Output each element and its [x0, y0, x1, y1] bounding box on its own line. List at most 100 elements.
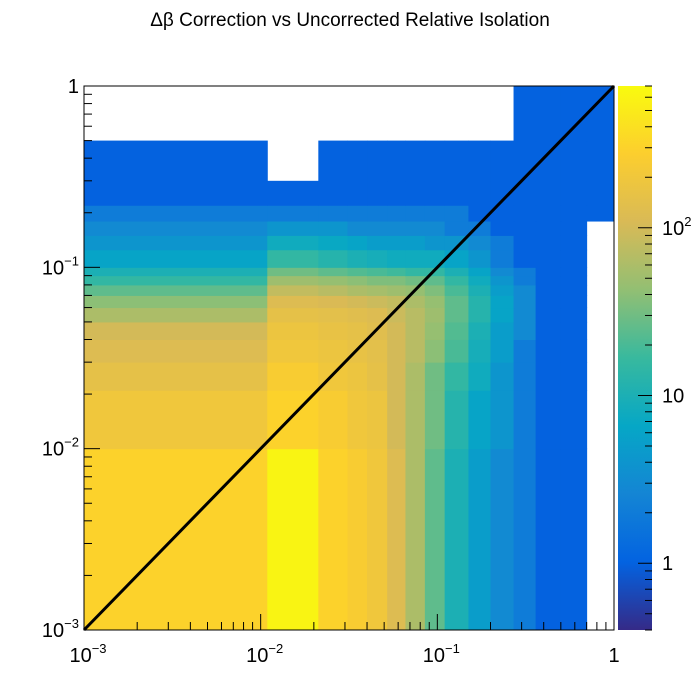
heatmap-cell: [367, 275, 388, 286]
heatmap-cell: [468, 221, 492, 236]
heatmap-cell: [84, 140, 268, 182]
heatmap-cell: [535, 205, 562, 222]
heatmap-cell: [490, 140, 515, 182]
heatmap-cell: [84, 267, 268, 277]
heatmap-cell: [560, 284, 588, 296]
heatmap-cell: [318, 295, 348, 309]
heatmap-cell: [560, 205, 588, 222]
heatmap-cell: [318, 235, 348, 251]
heatmap-cell: [535, 295, 562, 309]
heatmap-cell: [405, 221, 426, 236]
heatmap-cell: [387, 448, 406, 631]
heatmap-cell: [424, 321, 446, 340]
heatmap-cell: [405, 275, 426, 286]
heatmap-cell: [84, 249, 268, 268]
heatmap-cell: [318, 249, 348, 268]
heatmap-cell: [444, 321, 469, 340]
heatmap-cell: [513, 321, 537, 340]
heatmap-cell: [513, 205, 537, 222]
heatmap-cells: [84, 86, 615, 631]
heatmap-cell: [490, 448, 515, 631]
heatmap-cell: [424, 140, 446, 182]
heatmap-cell: [367, 339, 388, 363]
heatmap-cell: [424, 295, 446, 309]
colorbar-ticks: [638, 85, 652, 631]
heatmap-cell: [367, 249, 388, 268]
heatmap-cell: [513, 307, 537, 323]
heatmap-cell: [444, 275, 469, 286]
heatmap-cell: [513, 339, 537, 363]
heatmap-cell: [267, 180, 319, 206]
heatmap-cell: [535, 321, 562, 340]
heatmap-cell: [424, 284, 446, 296]
heatmap-cell: [424, 221, 446, 236]
heatmap-cell: [535, 307, 562, 323]
heatmap-cell: [444, 362, 469, 391]
heatmap-cell: [513, 284, 537, 296]
heatmap-cell: [318, 275, 348, 286]
heatmap-cell: [490, 362, 515, 391]
heatmap-cell: [367, 390, 388, 450]
heatmap-cell: [267, 275, 319, 286]
heatmap-cell: [424, 249, 446, 268]
heatmap-cell: [586, 140, 615, 182]
heatmap-cell: [267, 321, 319, 340]
x-tick-label: 10−1: [423, 641, 460, 667]
heatmap-cell: [367, 180, 388, 206]
heatmap-cell: [513, 140, 537, 182]
heatmap-cell: [367, 221, 388, 236]
heatmap-cell: [444, 205, 469, 222]
heatmap-cell: [444, 249, 469, 268]
heatmap-cell: [387, 275, 406, 286]
heatmap-cell: [468, 321, 492, 340]
heatmap-cell: [318, 180, 348, 206]
heatmap-cell: [444, 307, 469, 323]
heatmap-cell: [347, 307, 368, 323]
heatmap-cell: [347, 221, 368, 236]
heatmap-cell: [347, 205, 368, 222]
heatmap-cell: [490, 205, 515, 222]
heatmap-cell: [468, 205, 492, 222]
heatmap-cell: [387, 362, 406, 391]
axis-ticks: [83, 93, 607, 631]
heatmap-cell: [560, 362, 588, 391]
heatmap-cell: [586, 86, 615, 142]
heatmap-cell: [347, 284, 368, 296]
heatmap-cell: [387, 267, 406, 277]
heatmap-cell: [347, 362, 368, 391]
heatmap-cell: [586, 205, 615, 222]
heatmap-cell: [267, 284, 319, 296]
heatmap-cell: [490, 235, 515, 251]
heatmap-cell: [267, 307, 319, 323]
heatmap-cell: [513, 267, 537, 277]
heatmap-cell: [347, 180, 368, 206]
heatmap-cell: [347, 140, 368, 182]
heatmap-cell: [347, 267, 368, 277]
heatmap-cell: [347, 448, 368, 631]
heatmap-cell: [387, 205, 406, 222]
heatmap-cell: [424, 235, 446, 251]
heatmap-cell: [84, 362, 268, 391]
heatmap-cell: [405, 448, 426, 631]
heatmap-cell: [468, 140, 492, 182]
colorbar-tick-label: 1: [662, 553, 673, 575]
heatmap-cell: [267, 339, 319, 363]
heatmap-cell: [405, 267, 426, 277]
heatmap-cell: [267, 235, 319, 251]
heatmap-cell: [490, 390, 515, 450]
heatmap-cell: [318, 267, 348, 277]
heatmap-cell: [387, 180, 406, 206]
heatmap-cell: [387, 321, 406, 340]
heatmap-cell: [318, 448, 348, 631]
heatmap-cell: [84, 235, 268, 251]
heatmap-cell: [444, 267, 469, 277]
y-tick-label: 10−2: [42, 435, 79, 461]
y-tick-label: 10−1: [42, 253, 79, 279]
heatmap-cell: [535, 180, 562, 206]
heatmap-cell: [84, 275, 268, 286]
heatmap-cell: [387, 221, 406, 236]
heatmap-cell: [347, 235, 368, 251]
heatmap-cell: [424, 390, 446, 450]
heatmap-cell: [468, 390, 492, 450]
heatmap-cell: [468, 235, 492, 251]
